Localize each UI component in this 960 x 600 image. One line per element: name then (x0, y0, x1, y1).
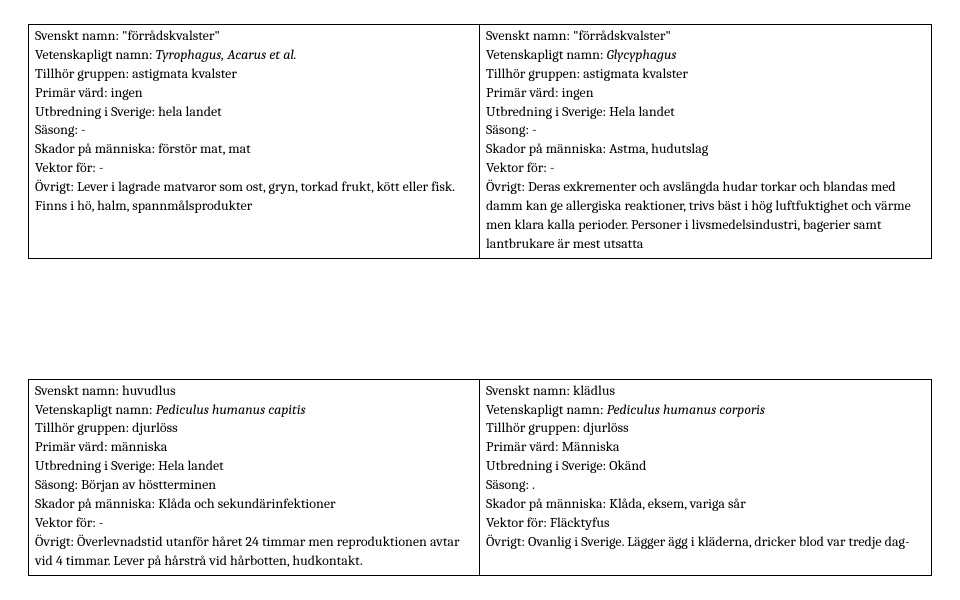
damage: Skador på människa: Klåda, eksem, variga… (486, 495, 925, 514)
sci-label: Vetenskapligt namn: (486, 46, 607, 63)
sci: Vetenskapligt namn: Pediculus humanus ca… (35, 401, 473, 420)
name: Svenskt namn: "förrådskvalster" (486, 27, 925, 46)
sci-value: Pediculus humanus capitis (156, 401, 306, 418)
damage: Skador på människa: förstör mat, mat (35, 140, 473, 159)
group: Tillhör gruppen: djurlöss (35, 419, 473, 438)
card-bottom-left: Svenskt namn: huvudlus Vetenskapligt nam… (28, 379, 480, 576)
name: Svenskt namn: "förrådskvalster" (35, 27, 473, 46)
vector: Vektor för: - (486, 159, 925, 178)
vector: Vektor för: - (35, 159, 473, 178)
dist: Utbredning i Sverige: Okänd (486, 457, 925, 476)
card-top-right: Svenskt namn: "förrådskvalster" Vetenska… (480, 24, 932, 259)
sci-label: Vetenskapligt namn: (35, 46, 156, 63)
season: Säsong: - (35, 121, 473, 140)
card-bottom-right: Svenskt namn: klädlus Vetenskapligt namn… (480, 379, 932, 576)
sci-label: Vetenskapligt namn: (486, 401, 607, 418)
group: Tillhör gruppen: astigmata kvalster (35, 65, 473, 84)
sci: Vetenskapligt namn: Pediculus humanus co… (486, 401, 925, 420)
sci-value: Tyrophagus, Acarus et al. (156, 46, 297, 63)
sci-label: Vetenskapligt namn: (35, 401, 156, 418)
name: Svenskt namn: klädlus (486, 382, 925, 401)
top-pair: Svenskt namn: "förrådskvalster" Vetenska… (28, 24, 932, 259)
season: Säsong: . (486, 476, 925, 495)
dist: Utbredning i Sverige: Hela landet (35, 457, 473, 476)
dist: Utbredning i Sverige: Hela landet (486, 103, 925, 122)
damage: Skador på människa: Klåda och sekundärin… (35, 495, 473, 514)
damage: Skador på människa: Astma, hudutslag (486, 140, 925, 159)
other: Övrigt: Ovanlig i Sverige. Lägger ägg i … (486, 533, 925, 552)
group: Tillhör gruppen: astigmata kvalster (486, 65, 925, 84)
host: Primär värd: människa (35, 438, 473, 457)
sci-value: Glycyphagus (607, 46, 677, 63)
sci: Vetenskapligt namn: Tyrophagus, Acarus e… (35, 46, 473, 65)
gap (28, 259, 932, 379)
sci-value: Pediculus humanus corporis (607, 401, 765, 418)
season: Säsong: - (486, 121, 925, 140)
sci: Vetenskapligt namn: Glycyphagus (486, 46, 925, 65)
host: Primär värd: ingen (486, 84, 925, 103)
name: Svenskt namn: huvudlus (35, 382, 473, 401)
dist: Utbredning i Sverige: hela landet (35, 103, 473, 122)
host: Primär värd: Människa (486, 438, 925, 457)
vector: Vektor för: Fläcktyfus (486, 514, 925, 533)
card-top-left: Svenskt namn: "förrådskvalster" Vetenska… (28, 24, 480, 259)
other: Övrigt: Deras exkrementer och avslängda … (486, 178, 925, 254)
vector: Vektor för: - (35, 514, 473, 533)
group: Tillhör gruppen: djurlöss (486, 419, 925, 438)
other: Övrigt: Överlevnadstid utanför håret 24 … (35, 533, 473, 571)
host: Primär värd: ingen (35, 84, 473, 103)
season: Säsong: Början av höstterminen (35, 476, 473, 495)
other: Övrigt: Lever i lagrade matvaror som ost… (35, 178, 473, 216)
bottom-pair: Svenskt namn: huvudlus Vetenskapligt nam… (28, 379, 932, 576)
